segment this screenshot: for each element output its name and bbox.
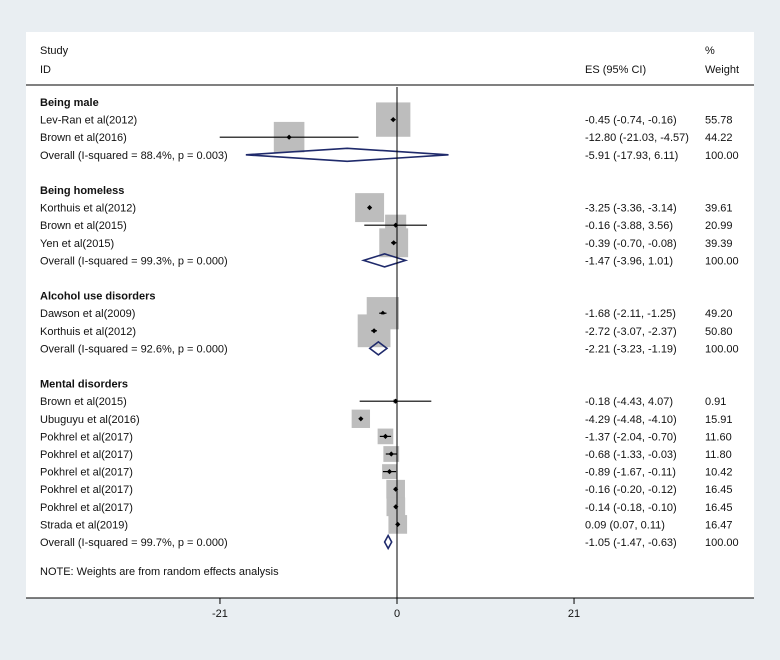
effect-size-text: -1.37 (-2.04, -0.70) <box>585 431 677 443</box>
x-tick-label: 0 <box>394 608 400 620</box>
study-label: Korthuis et al(2012) <box>40 326 136 338</box>
effect-size-text: -0.39 (-0.70, -0.08) <box>585 238 677 250</box>
header-es: ES (95% CI) <box>585 64 646 76</box>
study-label: Brown et al(2015) <box>40 220 127 232</box>
study-label: Brown et al(2015) <box>40 396 127 408</box>
point-estimate <box>390 117 396 123</box>
effect-size-text: -0.68 (-1.33, -0.03) <box>585 449 677 461</box>
study-label: Dawson et al(2009) <box>40 308 135 320</box>
effect-size-text: -12.80 (-21.03, -4.57) <box>585 132 689 144</box>
point-estimate <box>393 504 399 510</box>
overall-label: Overall (I-squared = 92.6%, p = 0.000) <box>40 343 228 355</box>
weight-text: 0.91 <box>705 396 726 408</box>
point-estimate <box>388 451 394 457</box>
overall-effect-size-text: -1.05 (-1.47, -0.63) <box>585 537 677 549</box>
weight-text: 20.99 <box>705 220 733 232</box>
study-label: Korthuis et al(2012) <box>40 203 136 215</box>
weight-text: 39.39 <box>705 238 733 250</box>
group-heading: Alcohol use disorders <box>40 291 156 303</box>
effect-size-text: -3.25 (-3.36, -3.14) <box>585 203 677 215</box>
point-estimate <box>371 328 377 334</box>
x-tick-label: -21 <box>212 608 228 620</box>
overall-label: Overall (I-squared = 99.3%, p = 0.000) <box>40 255 228 267</box>
study-label: Pokhrel et al(2017) <box>40 449 133 461</box>
x-axis-ticks: -21 0 21 <box>212 598 580 620</box>
weight-text: 39.61 <box>705 203 733 215</box>
effect-size-text: -0.14 (-0.18, -0.10) <box>585 502 677 514</box>
point-estimate <box>286 134 292 140</box>
weight-text: 11.80 <box>705 449 732 461</box>
point-estimate <box>367 205 373 211</box>
point-estimate <box>358 416 364 422</box>
header-weight: Weight <box>705 64 739 76</box>
point-estimate <box>395 521 401 527</box>
overall-label: Overall (I-squared = 99.7%, p = 0.000) <box>40 537 228 549</box>
point-estimate <box>386 469 393 475</box>
overall-weight-text: 100.00 <box>705 343 739 355</box>
note: NOTE: Weights are from random effects an… <box>40 566 279 578</box>
effect-size-text: -4.29 (-4.48, -4.10) <box>585 414 677 426</box>
weight-text: 50.80 <box>705 326 733 338</box>
study-label: Pokhrel et al(2017) <box>40 484 133 496</box>
effect-size-text: 0.09 (0.07, 0.11) <box>585 519 665 531</box>
weight-text: 16.47 <box>705 519 733 531</box>
overall-weight-text: 100.00 <box>705 150 739 162</box>
weight-text: 44.22 <box>705 132 733 144</box>
study-label: Brown et al(2016) <box>40 132 127 144</box>
effect-size-text: -2.72 (-3.07, -2.37) <box>585 326 677 338</box>
effect-size-text: -0.16 (-0.20, -0.12) <box>585 484 677 496</box>
x-tick-label: 21 <box>568 608 580 620</box>
weight-text: 15.91 <box>705 414 733 426</box>
study-label: Yen et al(2015) <box>40 238 114 250</box>
overall-label: Overall (I-squared = 88.4%, p = 0.003) <box>40 150 228 162</box>
overall-effect-size-text: -1.47 (-3.96, 1.01) <box>585 255 673 267</box>
group-heading: Mental disorders <box>40 379 128 391</box>
overall-diamond <box>383 533 393 551</box>
weight-text: 55.78 <box>705 115 733 127</box>
effect-size-text: -0.45 (-0.74, -0.16) <box>585 115 677 127</box>
study-label: Pokhrel et al(2017) <box>40 431 133 443</box>
study-label: Lev-Ran et al(2012) <box>40 115 137 127</box>
study-label: Pokhrel et al(2017) <box>40 502 133 514</box>
weight-text: 11.60 <box>705 431 732 443</box>
effect-size-text: -0.18 (-4.43, 4.07) <box>585 396 673 408</box>
study-label: Pokhrel et al(2017) <box>40 467 133 479</box>
forest-rows: Being male Lev-Ran et al(2012) -0.45 (-0.7… <box>40 97 739 551</box>
header-id: ID <box>40 64 51 76</box>
overall-diamond <box>245 147 449 163</box>
effect-size-text: -0.89 (-1.67, -0.11) <box>585 467 676 479</box>
study-label: Strada et al(2019) <box>40 519 128 531</box>
effect-size-text: -1.68 (-2.11, -1.25) <box>585 308 676 320</box>
weight-text: 16.45 <box>705 502 733 514</box>
overall-effect-size-text: -5.91 (-17.93, 6.11) <box>585 150 678 162</box>
group-heading: Being homeless <box>40 185 124 197</box>
overall-weight-text: 100.00 <box>705 537 739 549</box>
point-estimate <box>391 240 397 246</box>
weight-text: 10.42 <box>705 467 733 479</box>
overall-diamond <box>360 253 409 268</box>
group-heading: Being male <box>40 97 99 109</box>
study-label: Ubuguyu et al(2016) <box>40 414 140 426</box>
overall-effect-size-text: -2.21 (-3.23, -1.19) <box>585 343 677 355</box>
header-study: Study <box>40 45 69 57</box>
effect-size-text: -0.16 (-3.88, 3.56) <box>585 220 673 232</box>
point-estimate <box>382 433 389 439</box>
header-weight-pct: % <box>705 45 715 57</box>
weight-text: 16.45 <box>705 484 733 496</box>
weight-text: 49.20 <box>705 308 733 320</box>
overall-diamond <box>368 340 389 356</box>
overall-weight-text: 100.00 <box>705 255 739 267</box>
